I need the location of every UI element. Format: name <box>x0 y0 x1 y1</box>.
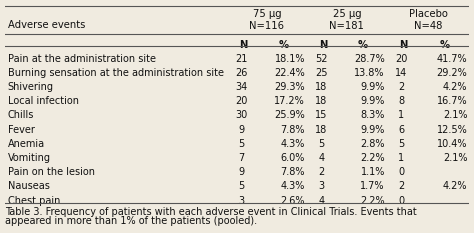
Text: 2.2%: 2.2% <box>360 196 385 206</box>
Text: 7: 7 <box>238 153 245 163</box>
Text: N: N <box>239 40 247 50</box>
Text: 2: 2 <box>398 182 405 192</box>
Text: 9: 9 <box>238 167 245 177</box>
Text: 26: 26 <box>236 68 248 78</box>
Text: Pain on the lesion: Pain on the lesion <box>8 167 95 177</box>
Text: 2.8%: 2.8% <box>360 139 385 149</box>
Text: 1.1%: 1.1% <box>361 167 385 177</box>
Text: 29.3%: 29.3% <box>274 82 305 92</box>
Text: 2.6%: 2.6% <box>281 196 305 206</box>
Text: 0: 0 <box>398 167 404 177</box>
Text: 9.9%: 9.9% <box>361 125 385 135</box>
Text: Burning sensation at the administration site: Burning sensation at the administration … <box>8 68 224 78</box>
Text: 0: 0 <box>398 196 404 206</box>
Text: N: N <box>399 40 407 50</box>
Text: %: % <box>358 40 368 50</box>
Text: 1: 1 <box>398 153 404 163</box>
Text: 9: 9 <box>238 125 245 135</box>
Text: 25.9%: 25.9% <box>274 110 305 120</box>
Text: 4.2%: 4.2% <box>443 182 467 192</box>
Text: 13.8%: 13.8% <box>355 68 385 78</box>
Text: 41.7%: 41.7% <box>437 54 467 64</box>
Text: 21: 21 <box>236 54 248 64</box>
Text: 22.4%: 22.4% <box>274 68 305 78</box>
Text: 25 μg
N=181: 25 μg N=181 <box>329 9 365 31</box>
Text: 4: 4 <box>319 153 325 163</box>
Text: 14: 14 <box>395 68 408 78</box>
Text: 2.1%: 2.1% <box>443 110 467 120</box>
Text: Vomiting: Vomiting <box>8 153 51 163</box>
Text: 4.3%: 4.3% <box>281 182 305 192</box>
Text: 5: 5 <box>238 182 245 192</box>
Text: %: % <box>278 40 288 50</box>
Text: Chills: Chills <box>8 110 34 120</box>
Text: 7.8%: 7.8% <box>281 125 305 135</box>
Text: 9.9%: 9.9% <box>361 96 385 106</box>
Text: Chest pain: Chest pain <box>8 196 60 206</box>
Text: Fever: Fever <box>8 125 35 135</box>
Text: 3: 3 <box>238 196 245 206</box>
Text: Shivering: Shivering <box>8 82 54 92</box>
Text: Adverse events: Adverse events <box>8 20 85 30</box>
Text: 12.5%: 12.5% <box>437 125 467 135</box>
Text: 9.9%: 9.9% <box>361 82 385 92</box>
Text: 7.8%: 7.8% <box>281 167 305 177</box>
Text: 2: 2 <box>319 167 325 177</box>
Text: Table 3. Frequency of patients with each adverse event in Clinical Trials. Event: Table 3. Frequency of patients with each… <box>5 207 417 217</box>
Text: 4.2%: 4.2% <box>443 82 467 92</box>
Text: Pain at the administration site: Pain at the administration site <box>8 54 155 64</box>
Text: appeared in more than 1% of the patients (pooled).: appeared in more than 1% of the patients… <box>5 216 257 226</box>
Text: 18.1%: 18.1% <box>274 54 305 64</box>
Text: 1: 1 <box>398 110 404 120</box>
Text: 1.7%: 1.7% <box>360 182 385 192</box>
Text: Anemia: Anemia <box>8 139 45 149</box>
Text: 4.3%: 4.3% <box>281 139 305 149</box>
Text: 29.2%: 29.2% <box>437 68 467 78</box>
Text: 30: 30 <box>236 110 248 120</box>
Text: Nauseas: Nauseas <box>8 182 50 192</box>
Text: 6: 6 <box>398 125 404 135</box>
Text: %: % <box>439 40 449 50</box>
Text: 2: 2 <box>398 82 405 92</box>
Text: 18: 18 <box>315 82 328 92</box>
Text: 8.3%: 8.3% <box>361 110 385 120</box>
Text: 2.1%: 2.1% <box>443 153 467 163</box>
Text: 52: 52 <box>315 54 328 64</box>
Text: 6.0%: 6.0% <box>281 153 305 163</box>
Text: Placebo
N=48: Placebo N=48 <box>409 9 447 31</box>
Text: 5: 5 <box>319 139 325 149</box>
Text: 2.2%: 2.2% <box>360 153 385 163</box>
Text: 25: 25 <box>315 68 328 78</box>
Text: 15: 15 <box>315 110 328 120</box>
Text: 18: 18 <box>315 125 328 135</box>
Text: 28.7%: 28.7% <box>354 54 385 64</box>
Text: 16.7%: 16.7% <box>437 96 467 106</box>
Text: 20: 20 <box>236 96 248 106</box>
Text: 8: 8 <box>398 96 404 106</box>
Text: 3: 3 <box>319 182 325 192</box>
Text: Local infection: Local infection <box>8 96 79 106</box>
Text: 75 μg
N=116: 75 μg N=116 <box>249 9 284 31</box>
Text: 17.2%: 17.2% <box>274 96 305 106</box>
Text: 20: 20 <box>395 54 408 64</box>
Text: 5: 5 <box>398 139 405 149</box>
Text: 18: 18 <box>315 96 328 106</box>
Text: 5: 5 <box>238 139 245 149</box>
Text: N: N <box>319 40 328 50</box>
Text: 10.4%: 10.4% <box>437 139 467 149</box>
Text: 34: 34 <box>236 82 248 92</box>
Text: 4: 4 <box>319 196 325 206</box>
